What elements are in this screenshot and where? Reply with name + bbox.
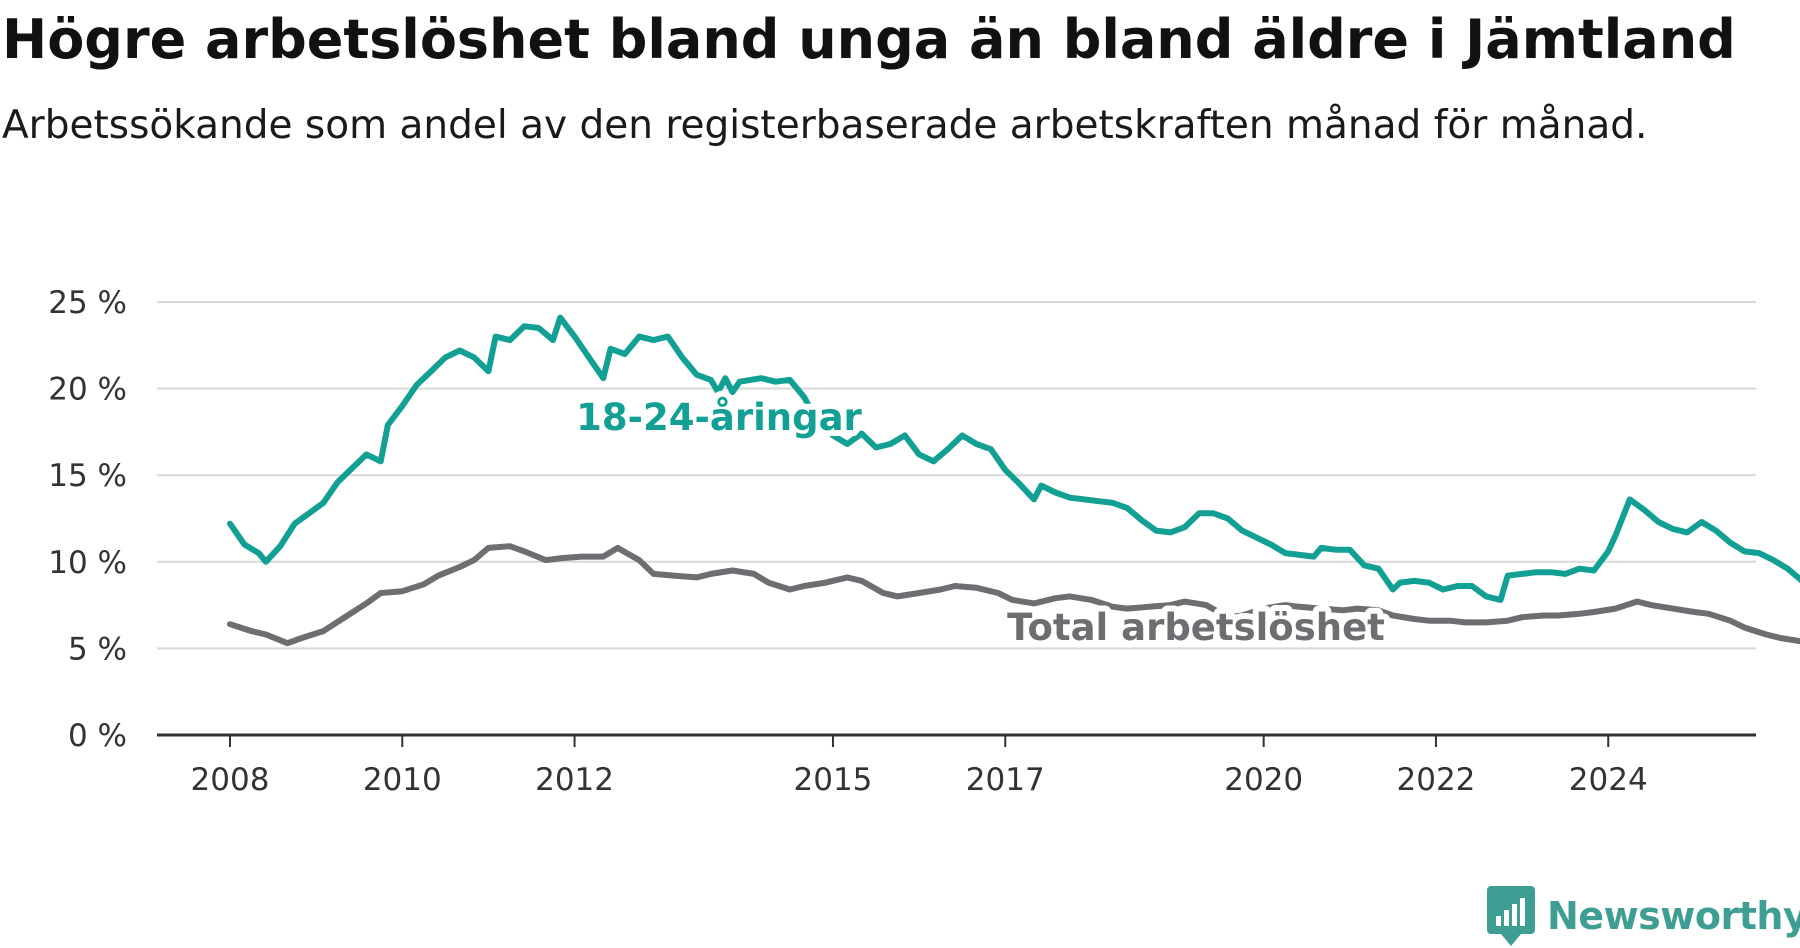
gridlines	[157, 301, 1756, 737]
y-tick-label: 25 %	[48, 285, 127, 321]
newsworthy-logo: Newsworthy	[1487, 886, 1800, 946]
youth-series-label: 18-24-åringar	[576, 396, 862, 439]
x-tick-label: 2020	[1224, 762, 1303, 798]
x-axis-ticks: 2008 2010 2012 2015 2017 2020 2022 2024	[191, 735, 1648, 798]
y-tick-label: 15 %	[48, 458, 127, 494]
y-axis-ticks: 0 % 5 % 10 % 15 % 20 % 25 %	[48, 285, 127, 754]
x-tick-label: 2012	[535, 762, 614, 798]
total-series-label: Total arbetslöshet	[1007, 606, 1385, 649]
y-tick-label: 10 %	[48, 545, 127, 581]
newsworthy-logo-icon	[1487, 886, 1535, 946]
x-tick-label: 2024	[1569, 762, 1648, 798]
x-tick-label: 2008	[191, 762, 270, 798]
series-line-youth	[227, 314, 1800, 603]
y-tick-label: 0 %	[68, 718, 127, 754]
x-tick-label: 2022	[1397, 762, 1476, 798]
chart-title: Högre arbetslöshet bland unga än bland ä…	[2, 8, 1736, 71]
x-tick-label: 2017	[966, 762, 1045, 798]
x-tick-label: 2015	[794, 762, 873, 798]
y-tick-label: 5 %	[68, 631, 127, 667]
brand-name: Newsworthy	[1547, 894, 1800, 938]
series-line-total	[227, 543, 1800, 647]
y-tick-label: 20 %	[48, 372, 127, 408]
x-tick-label: 2010	[363, 762, 442, 798]
chart-subtitle: Arbetssökande som andel av den registerb…	[2, 103, 1648, 148]
series-lines	[227, 314, 1800, 647]
